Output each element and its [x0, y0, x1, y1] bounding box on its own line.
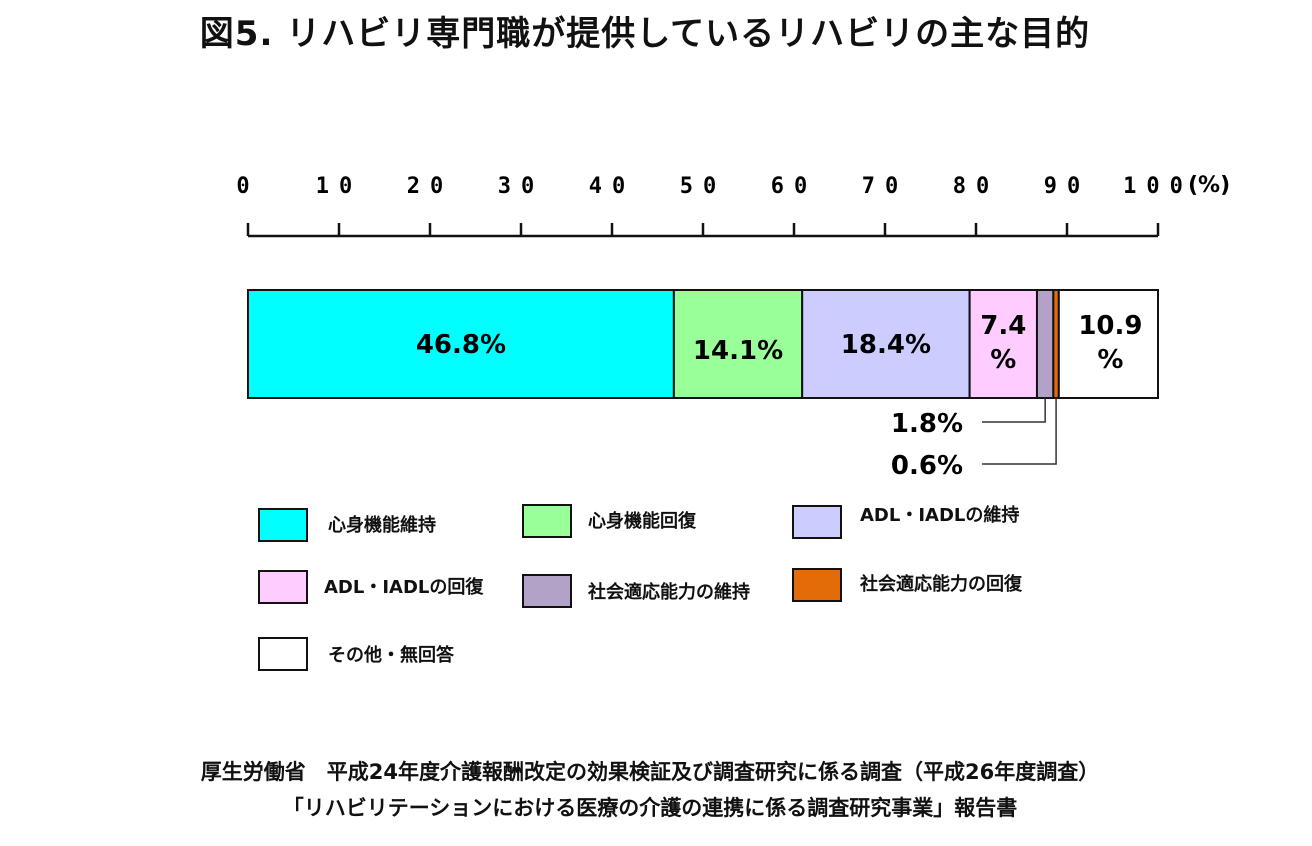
x-tick-label: 0 — [236, 174, 259, 199]
legend-label: 社会適応能力の回復 — [860, 574, 1022, 595]
legend-label: ADL・IADLの回復 — [324, 577, 484, 598]
data-label-unit: % — [990, 345, 1016, 375]
bar-segment — [1057, 289, 1160, 399]
callout-label: 0.6% — [891, 451, 963, 481]
legend-label: その他・無回答 — [328, 645, 454, 666]
x-tick-label: 20 — [407, 174, 454, 199]
data-label: 46.8% — [416, 330, 506, 360]
chart-title: 図5. リハビリ専門職が提供しているリハビリの主な目的 — [199, 14, 1091, 54]
x-tick-label: 50 — [680, 174, 727, 199]
x-tick-label: 90 — [1044, 174, 1091, 199]
x-tick-label: 60 — [771, 174, 818, 199]
x-tick-label: 80 — [953, 174, 1000, 199]
legend-label: 心身機能回復 — [588, 511, 696, 532]
legend-swatch — [258, 508, 308, 542]
x-axis-unit: (%) — [1188, 173, 1230, 198]
data-label: 18.4% — [841, 330, 931, 360]
callout-line — [982, 398, 1046, 423]
bar-segment — [968, 289, 1038, 399]
legend-label: 社会適応能力の維持 — [588, 582, 750, 603]
source-line-2: 「リハビリテーションにおける医療の介護の連携に係る調査研究事業」報告書 — [282, 796, 1018, 820]
x-tick-label: 30 — [498, 174, 545, 199]
legend-swatch — [522, 504, 572, 538]
bar-segment — [801, 289, 971, 399]
legend-label: ADL・IADLの維持 — [860, 505, 1020, 526]
data-label: 7.4 — [980, 311, 1026, 341]
legend-swatch — [792, 568, 842, 602]
data-label: 10.9 — [1078, 311, 1142, 341]
x-tick-label: 70 — [862, 174, 909, 199]
data-label-unit: % — [1097, 345, 1123, 375]
data-label: 14.1% — [693, 336, 783, 366]
legend-swatch — [792, 505, 842, 539]
callout-label: 1.8% — [891, 409, 963, 439]
bar-segment — [247, 289, 675, 399]
bar-segment — [1035, 289, 1055, 399]
x-tick-label: 10 — [316, 174, 363, 199]
legend-swatch — [522, 574, 572, 608]
x-tick-label: 100 — [1123, 174, 1193, 199]
source-line-1: 厚生労働省 平成24年度介護報酬改定の効果検証及び調査研究に係る調査（平成26年… — [200, 760, 1100, 784]
callout-line — [982, 398, 1057, 465]
legend-swatch — [258, 637, 308, 671]
x-tick-label: 40 — [589, 174, 636, 199]
legend-label: 心身機能維持 — [328, 515, 436, 536]
legend-swatch — [258, 570, 308, 604]
